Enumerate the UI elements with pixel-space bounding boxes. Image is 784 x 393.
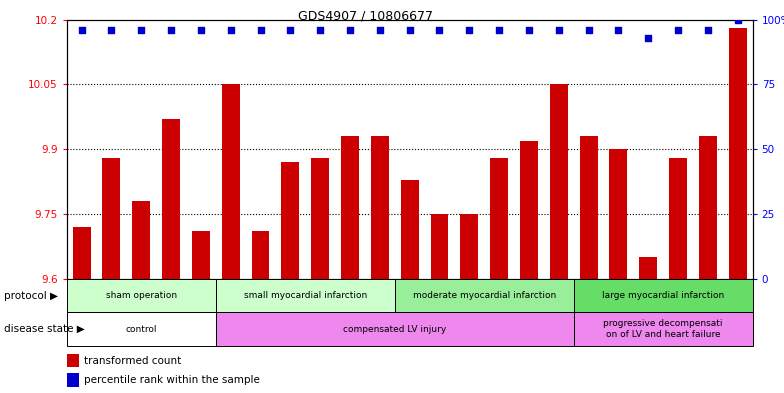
- Bar: [520, 141, 538, 279]
- Bar: [729, 28, 746, 279]
- Point: [343, 27, 356, 33]
- Point: [463, 27, 476, 33]
- Bar: [252, 231, 270, 279]
- Bar: [216, 279, 394, 312]
- Bar: [67, 312, 216, 346]
- Point: [553, 27, 565, 33]
- Bar: [639, 257, 657, 279]
- Text: progressive decompensati
on of LV and heart failure: progressive decompensati on of LV and he…: [604, 320, 723, 339]
- Text: percentile rank within the sample: percentile rank within the sample: [84, 375, 260, 386]
- Point: [284, 27, 296, 33]
- Bar: [550, 84, 568, 279]
- Bar: [67, 279, 216, 312]
- Bar: [103, 158, 120, 279]
- Bar: [73, 227, 90, 279]
- Text: sham operation: sham operation: [106, 291, 176, 300]
- Bar: [394, 279, 574, 312]
- Bar: [669, 158, 687, 279]
- Bar: [67, 373, 79, 387]
- Text: protocol ▶: protocol ▶: [4, 291, 58, 301]
- Point: [194, 27, 207, 33]
- Point: [224, 27, 237, 33]
- Point: [583, 27, 595, 33]
- Bar: [574, 279, 753, 312]
- Point: [373, 27, 386, 33]
- Bar: [579, 136, 597, 279]
- Bar: [192, 231, 210, 279]
- Text: large myocardial infarction: large myocardial infarction: [602, 291, 724, 300]
- Point: [403, 27, 416, 33]
- Bar: [341, 136, 359, 279]
- Point: [702, 27, 714, 33]
- Bar: [401, 180, 419, 279]
- Text: GDS4907 / 10806677: GDS4907 / 10806677: [298, 10, 433, 23]
- Bar: [281, 162, 299, 279]
- Bar: [311, 158, 329, 279]
- Bar: [460, 214, 478, 279]
- Bar: [222, 84, 240, 279]
- Text: transformed count: transformed count: [84, 356, 181, 366]
- Point: [75, 27, 88, 33]
- Point: [135, 27, 147, 33]
- Point: [523, 27, 535, 33]
- Bar: [67, 354, 79, 367]
- Bar: [216, 312, 574, 346]
- Text: small myocardial infarction: small myocardial infarction: [244, 291, 367, 300]
- Bar: [162, 119, 180, 279]
- Text: disease state ▶: disease state ▶: [4, 324, 85, 334]
- Point: [254, 27, 267, 33]
- Point: [434, 27, 446, 33]
- Point: [105, 27, 118, 33]
- Point: [612, 27, 625, 33]
- Point: [314, 27, 326, 33]
- Text: moderate myocardial infarction: moderate myocardial infarction: [412, 291, 556, 300]
- Point: [165, 27, 177, 33]
- Bar: [574, 312, 753, 346]
- Bar: [132, 201, 151, 279]
- Bar: [371, 136, 389, 279]
- Bar: [609, 149, 627, 279]
- Bar: [430, 214, 448, 279]
- Text: control: control: [125, 325, 157, 334]
- Point: [642, 35, 655, 41]
- Bar: [490, 158, 508, 279]
- Text: compensated LV injury: compensated LV injury: [343, 325, 446, 334]
- Bar: [699, 136, 717, 279]
- Point: [731, 17, 744, 23]
- Point: [493, 27, 506, 33]
- Point: [672, 27, 684, 33]
